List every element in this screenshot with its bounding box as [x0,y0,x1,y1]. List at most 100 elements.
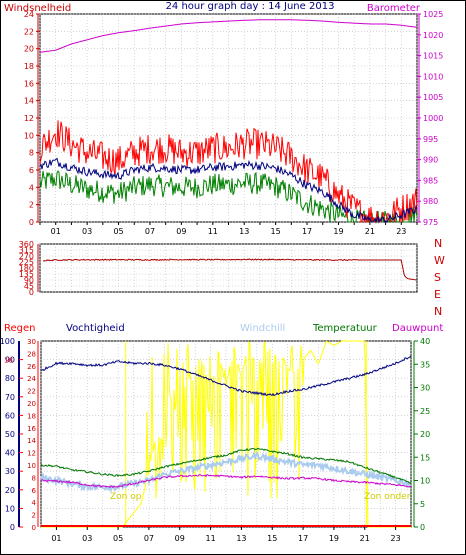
y-tick-label: 135 [19,270,34,279]
sunset-annotation: Zon onder [364,492,411,502]
x-tick-label: 09 [175,534,185,543]
compass-labels: N W S E N [434,237,445,318]
temperature-tick-label: 6 [32,487,37,495]
y-tick-label: 0 [29,218,34,227]
y-tick-label: 6 [29,166,34,175]
x-tick-label: 21 [360,534,370,543]
y-tick-label-right: 985 [423,176,438,185]
x-tick-label: 17 [302,227,312,236]
compass-n-top: N [434,237,442,250]
regen-label: Regen [4,323,36,334]
humidity-temperature-panel: 0102030405060708090100024681012141618202… [0,337,430,532]
x-tick-label: 07 [145,227,155,236]
y-tick-label: 22 [24,27,34,36]
temperature-tick-label: 24 [27,375,36,383]
series-temperatuur [40,447,412,485]
temperature-tick-label: 4 [32,499,37,507]
series-gemiddelde-wind [39,157,418,224]
temperature-tick-label: 8 [32,474,36,482]
series-dauwpunt [40,474,412,489]
y-tick-label-right: 1000 [423,114,443,123]
x-tick-label: 19 [333,227,343,236]
temperature-tick-label: 14 [27,437,36,445]
windchill-label: Windchill [240,323,285,334]
solar-tick-label: 15 [420,453,430,462]
y-tick-label: 8 [29,149,34,158]
x-tick-label: 03 [82,534,92,543]
humidity-tick-label: 100 [0,337,15,346]
x-tick-label: 01 [51,534,61,543]
y-tick-label-right: 995 [423,135,438,144]
compass-w: W [434,254,445,267]
humidity-tick-label: 90 [5,356,15,365]
series-barometer [39,19,418,53]
compass-e: E [434,288,441,301]
y-tick-label-right: 980 [423,197,438,206]
humidity-tick-label: 10 [5,504,15,513]
x-tick-label: 03 [82,227,92,236]
humidity-tick-label: 80 [5,374,15,383]
humidity-tick-label: 70 [5,393,15,402]
x-tick-label: 15 [267,534,277,543]
compass-s: S [434,271,441,284]
y-tick-label-right: 975 [423,218,438,227]
temperature-tick-label: 26 [27,363,36,371]
x-tick-label: 11 [205,534,215,543]
x-tick-label: 11 [208,227,218,236]
solar-tick-label: 10 [420,477,430,486]
x-tick-label: 05 [113,534,123,543]
y-tick-label-right: 1015 [423,52,443,61]
solar-tick-label: 0 [420,523,425,532]
y-tick-label: 360 [19,240,34,249]
rain-tick-label: 18 [4,357,13,365]
wind-axis-label: Windsnelheid [4,3,71,14]
x-tick-label: 07 [144,534,154,543]
solar-tick-label: 25 [420,407,430,416]
x-tick-label: 09 [176,227,186,236]
y-tick-label-right: 990 [423,156,438,165]
humidity-tick-label: 0 [10,523,15,532]
y-tick-label: 10 [24,131,34,140]
y-tick-label: 14 [24,97,34,106]
x-tick-label: 13 [239,227,249,236]
humidity-tick-label: 60 [5,411,15,420]
temperature-tick-label: 28 [27,350,36,358]
temperature-tick-label: 2 [32,512,36,520]
y-tick-label: 90 [24,276,34,285]
y-tick-label: 24 [24,10,34,19]
humidity-tick-label: 30 [5,467,15,476]
temperature-tick-label: 16 [27,425,36,433]
x-tick-label: 23 [396,227,406,236]
humidity-tick-label: 50 [5,430,15,439]
humidity-tick-label: 20 [5,486,15,495]
y-tick-label: 20 [24,45,34,54]
humidity-tick-label: 40 [5,449,15,458]
y-tick-label: 315 [19,246,34,255]
dauwpunt-label: Dauwpunt [392,323,443,334]
y-tick-label-right: 1005 [423,93,443,102]
y-tick-label-right: 1010 [423,72,443,81]
solar-tick-label: 35 [420,360,430,369]
graph-title: 24 hour graph day : 14 June 2013 [166,1,335,12]
temperature-tick-label: 0 [32,524,36,532]
x-tick-label: 17 [298,534,308,543]
bottom-x-axis: 01 03 05 07 09 11 13 15 17 19 21 23 [51,527,401,543]
barometer-axis-label: Barometer [367,3,421,14]
x-tick-label: 15 [271,227,281,236]
vochtigheid-label: Vochtigheid [66,323,125,334]
temperature-tick-label: 12 [27,450,36,458]
y-tick-label: 0 [29,288,34,297]
y-tick-label: 270 [19,252,34,261]
x-tick-label: 01 [51,227,61,236]
y-tick-label: 225 [19,258,34,267]
solar-tick-label: 5 [420,500,425,509]
compass-n-bottom: N [434,305,442,318]
series-vochtigheid [41,355,412,397]
x-tick-label: 21 [365,227,375,236]
solar-tick-label: 30 [420,384,430,393]
series-windstoot [39,120,418,223]
y-tick-label: 16 [24,79,34,88]
x-tick-label: 19 [329,534,339,543]
